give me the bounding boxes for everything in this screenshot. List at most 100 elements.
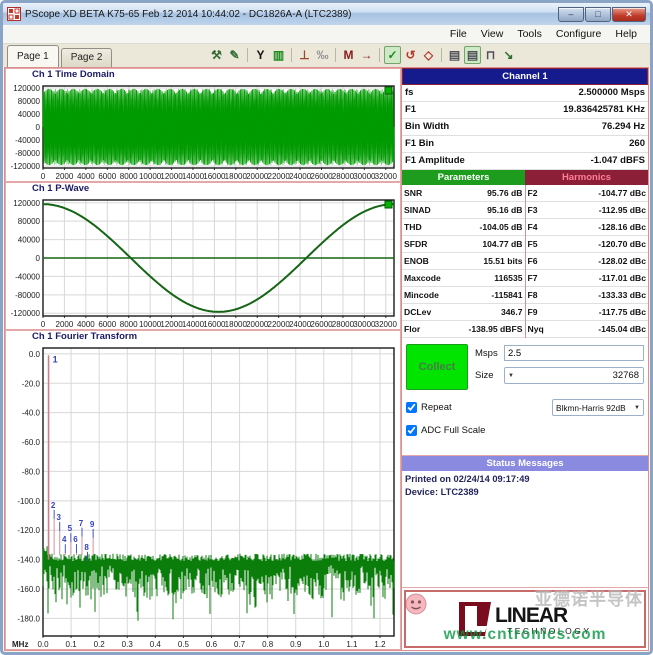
toolbar-separator [379, 48, 380, 62]
parameter-value: 116535 [494, 273, 523, 283]
svg-text:14000: 14000 [182, 172, 205, 181]
harmonic-row: Nyq -145.04 dBc [525, 321, 648, 338]
parameter-label: Mincode [404, 290, 439, 300]
svg-text:-120000: -120000 [11, 309, 41, 318]
adc-full-scale-checkbox[interactable] [406, 425, 417, 436]
axis-labels: 0.0 -20.0 -40.0 -60.0 -80.0 -100.0 -120.0 -140.… [12, 350, 386, 649]
menu-file[interactable]: File [449, 28, 467, 40]
close-button[interactable]: ✕ [612, 6, 646, 22]
tab-page-2[interactable]: Page 2 [60, 48, 113, 67]
reset-icon[interactable]: ↺ [405, 48, 416, 62]
repeat-checkbox[interactable] [406, 402, 417, 413]
toolbar-separator [335, 48, 336, 62]
title-bar[interactable]: PScope XD BETA K75-65 Feb 12 2014 10:44:… [3, 3, 650, 25]
notes-window-icon[interactable]: ▤ [464, 46, 481, 64]
p-wave-title: Ch 1 P-Wave [32, 183, 90, 194]
probe-tools-icon[interactable]: ⚒ [211, 48, 222, 62]
svg-text:0: 0 [41, 172, 46, 181]
channel-info-table: fs 2.500000 Msps F1 19.836425781 KHz Bin Wid… [402, 85, 648, 170]
parameter-label: SFDR [404, 239, 428, 249]
parameter-row: SNR 95.76 dB [402, 185, 525, 202]
window-type-dropdown[interactable]: Blkmn-Harris 92dB ▼ [552, 399, 644, 416]
harmonic-label: F7 [527, 273, 538, 283]
fundamental-marker-label: 1 [53, 354, 58, 364]
svg-text:80000: 80000 [18, 217, 41, 226]
repeat-label: Repeat [421, 402, 452, 413]
marker-pen-icon[interactable]: ✎ [229, 48, 240, 62]
histogram-icon[interactable]: ▥ [272, 48, 285, 62]
parameter-label: ENOB [404, 256, 429, 266]
app-icon [7, 7, 21, 21]
collect-mode-icon[interactable]: ✓ [384, 46, 401, 64]
svg-text:0.0: 0.0 [37, 640, 49, 649]
menu-configure[interactable]: Configure [555, 28, 602, 40]
tab-page-1[interactable]: Page 1 [7, 45, 59, 67]
svg-text:-140.0: -140.0 [17, 556, 40, 565]
svg-text:120000: 120000 [13, 84, 40, 93]
repeat-option[interactable]: Repeat [406, 402, 452, 413]
parameter-label: Flor [404, 324, 421, 334]
collect-button[interactable]: Collect [406, 344, 468, 390]
harmonic-label: F6 [527, 256, 538, 266]
menu-view[interactable]: View [480, 28, 504, 40]
svg-text:0.0: 0.0 [29, 350, 41, 359]
parameter-value: 346.7 [500, 307, 523, 317]
adc-full-scale-label: ADC Full Scale [421, 425, 486, 436]
msps-input[interactable] [504, 345, 644, 361]
clip-region-icon[interactable]: ◇ [423, 48, 434, 62]
adc-full-scale-option[interactable]: ADC Full Scale [406, 425, 485, 436]
minimize-button[interactable]: – [558, 6, 584, 22]
svg-text:-80000: -80000 [15, 149, 40, 158]
side-panel: Channel 1 fs 2.500000 Msps F1 19.836425781 … [401, 68, 648, 650]
harmonic-label: F2 [527, 188, 538, 198]
svg-text:1.1: 1.1 [346, 640, 358, 649]
svg-text:26000: 26000 [310, 172, 333, 181]
size-dropdown[interactable]: ▼ 32768 [504, 367, 644, 384]
parameter-row: Flor -138.95 dBFS [402, 321, 525, 338]
svg-text:1.2: 1.2 [374, 640, 386, 649]
max-avg-icon[interactable]: M [343, 48, 354, 62]
y-scale-icon[interactable]: Y [256, 48, 265, 62]
svg-text:30000: 30000 [353, 320, 376, 329]
harmonic-row: F4 -128.16 dBc [525, 219, 648, 236]
export-icon[interactable]: ↘ [503, 48, 514, 62]
toolbar: ⚒ ✎ Y ▥ ⊥ ‰ M → ✓ ↺ ◇ ▤ ▤ ⊓ ↘ [208, 46, 517, 64]
harmonic-value: -104.77 dBc [598, 188, 646, 198]
parameter-label: THD [404, 222, 422, 232]
svg-text:8000: 8000 [120, 172, 138, 181]
harmonic-value: -145.04 dBc [598, 324, 646, 334]
step-response-icon[interactable]: ⊓ [485, 48, 496, 62]
svg-text:16000: 16000 [203, 172, 226, 181]
phase-icon[interactable]: ‰ [316, 48, 329, 62]
svg-text:MHz: MHz [12, 640, 28, 649]
tile-windows-icon[interactable]: ▤ [448, 48, 461, 62]
svg-text:-180.0: -180.0 [17, 614, 40, 623]
harmonics-header: Harmonics [525, 170, 648, 185]
svg-text:7: 7 [79, 519, 84, 528]
window-title: PScope XD BETA K75-65 Feb 12 2014 10:44:… [25, 8, 352, 20]
parameters-header: Parameters [402, 170, 525, 185]
parameter-row: SINAD 95.16 dB [402, 202, 525, 219]
svg-text:12000: 12000 [160, 320, 183, 329]
harmonic-label: F4 [527, 222, 538, 232]
harmonic-label: F8 [527, 290, 538, 300]
acquisition-controls: Collect Msps Size ▼ 32768 [402, 338, 648, 456]
parameter-row: DCLev 346.7 [402, 304, 525, 321]
menu-tools[interactable]: Tools [517, 28, 542, 40]
svg-text:10000: 10000 [139, 172, 162, 181]
harmonic-value: -112.95 dBc [598, 205, 646, 215]
svg-text:40000: 40000 [18, 110, 41, 119]
maximize-button[interactable]: □ [585, 6, 611, 22]
fourier-transform-plot[interactable]: 0.0 -20.0 -40.0 -60.0 -80.0 -100.0 -120.0 -140.… [6, 343, 400, 649]
pedestal-icon[interactable]: ⊥ [299, 48, 310, 62]
harmonic-row: F8 -133.33 dBc [525, 287, 648, 304]
channel-info-value: 76.294 Hz [601, 121, 645, 132]
svg-text:32000: 32000 [375, 172, 398, 181]
charts-column: Ch 1 Time Domain 120000 80000 40000 0 -40000… [5, 68, 401, 650]
svg-text:8: 8 [84, 543, 89, 552]
harmonic-label: F3 [527, 205, 538, 215]
run-avg-icon[interactable]: → [360, 48, 373, 62]
menu-help[interactable]: Help [615, 28, 637, 40]
